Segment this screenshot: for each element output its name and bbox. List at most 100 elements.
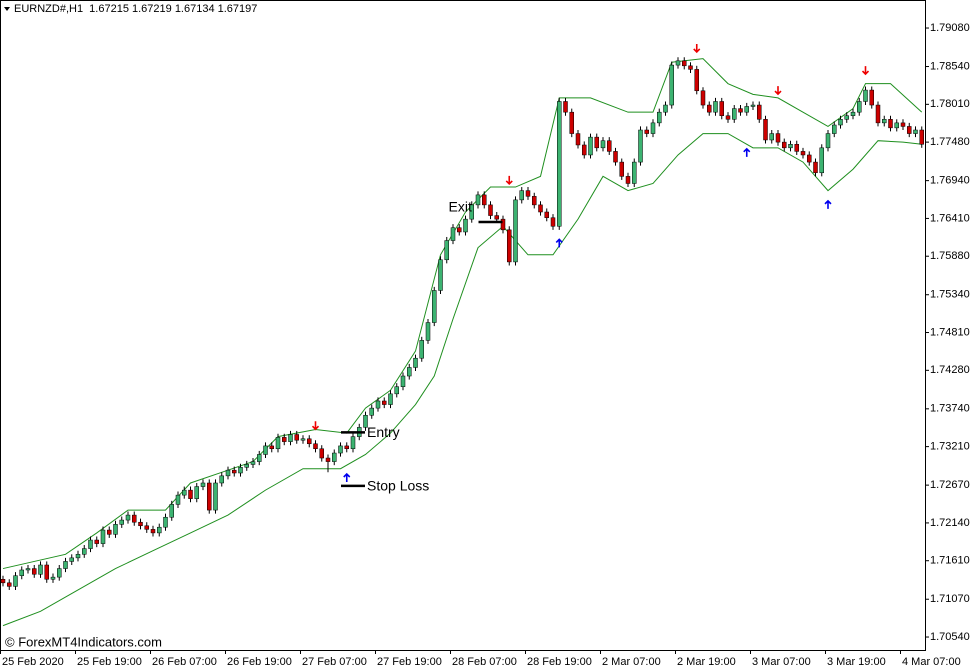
buy-arrow xyxy=(343,472,351,482)
candle-body xyxy=(394,386,399,395)
candle-body xyxy=(363,414,368,428)
candle-body xyxy=(763,119,768,141)
x-tick-label: 28 Feb 19:00 xyxy=(527,656,592,668)
candle-body xyxy=(544,211,549,218)
candle-body xyxy=(125,514,131,521)
candle-body xyxy=(775,133,781,143)
candle-body xyxy=(219,475,224,484)
x-tick-label: 26 Feb 07:00 xyxy=(152,656,217,668)
candle-body xyxy=(38,564,43,575)
candle-body xyxy=(475,194,481,206)
candle-body xyxy=(532,196,537,206)
candle-body xyxy=(313,443,318,450)
candle-body xyxy=(269,445,274,450)
candle-body xyxy=(144,525,149,530)
candle-body xyxy=(688,65,693,70)
candle-body xyxy=(463,218,468,233)
candle-body xyxy=(107,529,112,535)
candle-body xyxy=(263,445,268,455)
candle-body xyxy=(557,101,562,227)
candle-body xyxy=(63,561,68,569)
candle-body xyxy=(163,516,168,528)
candle-body xyxy=(319,448,324,459)
y-tick-label: 1.70540 xyxy=(930,631,970,643)
x-tick-label: 25 Feb 2020 xyxy=(2,656,64,668)
x-tick-label: 2 Mar 07:00 xyxy=(602,656,661,668)
candle-body xyxy=(832,124,837,134)
x-tick-label: 3 Mar 19:00 xyxy=(827,656,886,668)
candle-body xyxy=(413,357,418,368)
candle-body xyxy=(388,393,393,405)
candle-body xyxy=(444,240,449,261)
candle-body xyxy=(100,529,106,544)
candle-body xyxy=(700,90,706,106)
y-tick-label: 1.75340 xyxy=(930,289,970,301)
candle-body xyxy=(732,108,737,120)
candle-body xyxy=(850,111,856,116)
annotation-label: Stop Loss xyxy=(367,478,429,494)
candle-body xyxy=(382,400,387,405)
sell-arrow xyxy=(505,175,513,186)
candle-body xyxy=(900,122,906,127)
candle-body xyxy=(588,136,593,156)
candle-body xyxy=(788,144,793,149)
y-tick-label: 1.74280 xyxy=(930,364,970,376)
candle-body xyxy=(663,104,668,113)
candle-body xyxy=(625,176,631,184)
annotation-label: Exit xyxy=(449,199,472,215)
x-tick-label: 4 Mar 07:00 xyxy=(902,656,961,668)
candle-body xyxy=(57,568,62,578)
y-tick-label: 1.76940 xyxy=(930,175,970,187)
candle-body xyxy=(169,504,174,518)
candle-body xyxy=(419,340,424,359)
candle-body xyxy=(344,445,349,450)
x-tick-label: 27 Feb 07:00 xyxy=(302,656,367,668)
sell-arrow xyxy=(774,86,782,96)
x-tick-label: 26 Feb 19:00 xyxy=(227,656,292,668)
candle-body xyxy=(863,89,868,102)
candle-body xyxy=(507,229,512,263)
y-tick-label: 1.76410 xyxy=(930,212,970,224)
y-tick-label: 1.73210 xyxy=(930,441,970,453)
y-tick-label: 1.79080 xyxy=(930,22,970,34)
candle-body xyxy=(132,514,137,523)
candle-body xyxy=(44,564,49,580)
candle-body xyxy=(882,119,887,124)
candle-body xyxy=(88,539,93,549)
candle-body xyxy=(325,457,331,462)
candle-body xyxy=(807,154,812,163)
y-tick-label: 1.73740 xyxy=(930,403,970,415)
candle-body xyxy=(919,129,924,145)
candle-body xyxy=(782,141,787,149)
candle-body xyxy=(369,407,374,416)
candle-body xyxy=(750,104,756,107)
candle-body xyxy=(563,101,568,113)
y-tick-label: 1.72670 xyxy=(930,479,970,491)
candle-body xyxy=(32,568,37,575)
candle-body xyxy=(175,494,181,505)
candle-body xyxy=(757,104,762,120)
candle-body xyxy=(650,122,656,134)
candle-body xyxy=(538,204,543,213)
candle-body xyxy=(7,582,12,587)
sell-arrow xyxy=(311,421,320,431)
candle-body xyxy=(288,434,293,442)
candle-body xyxy=(500,218,506,231)
candle-body xyxy=(575,133,581,146)
candle-body xyxy=(294,434,299,441)
candle-body xyxy=(188,489,193,499)
header-icon xyxy=(4,7,10,11)
candle-body xyxy=(432,290,437,323)
candle-body xyxy=(494,215,499,220)
candle-body xyxy=(150,529,156,534)
y-tick-label: 1.71070 xyxy=(930,593,970,605)
candle-body xyxy=(138,521,143,527)
chart-title: EURNZD#,H1 1.67215 1.67219 1.67134 1.671… xyxy=(14,3,257,15)
buy-arrow xyxy=(743,147,751,157)
candle-body xyxy=(469,204,474,220)
y-tick-label: 1.77480 xyxy=(930,136,970,148)
candle-body xyxy=(525,190,531,197)
candle-body xyxy=(569,111,574,134)
candle-body xyxy=(857,101,862,113)
